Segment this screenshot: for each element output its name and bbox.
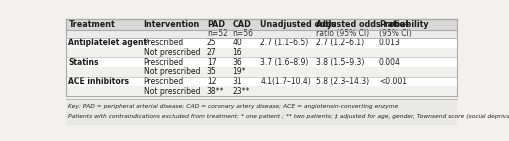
Text: n=56: n=56 [232, 29, 253, 38]
Text: Statins: Statins [68, 58, 99, 67]
Text: 2.7 (1.2–6.1): 2.7 (1.2–6.1) [315, 38, 363, 47]
Text: Treatment: Treatment [68, 20, 115, 29]
Text: 19*: 19* [232, 67, 245, 76]
Bar [66, 19, 456, 30]
Bar [66, 38, 456, 48]
Text: CAD: CAD [232, 20, 251, 29]
Text: Not prescribed: Not prescribed [144, 67, 200, 76]
Text: n=52: n=52 [207, 29, 227, 38]
Text: 16: 16 [232, 48, 242, 57]
Text: 4.1(1.7–10.4): 4.1(1.7–10.4) [260, 77, 310, 86]
Text: Prescribed: Prescribed [144, 77, 183, 86]
Text: 25: 25 [207, 38, 216, 47]
Text: 31: 31 [232, 77, 242, 86]
Text: Prescribed: Prescribed [144, 38, 183, 47]
Bar [66, 30, 456, 38]
Text: Prescribed: Prescribed [144, 58, 183, 67]
Text: Probability: Probability [378, 20, 428, 29]
Text: Patients with contraindications excluded from treatment: * one patient ; ** two : Patients with contraindications excluded… [68, 114, 509, 119]
Text: 36: 36 [232, 58, 242, 67]
Text: <0.001: <0.001 [378, 77, 406, 86]
Text: 35: 35 [207, 67, 216, 76]
Text: 5.8 (2.3–14.3): 5.8 (2.3–14.3) [315, 77, 368, 86]
Text: PAD: PAD [207, 20, 224, 29]
Text: Intervention: Intervention [144, 20, 200, 29]
Text: Adjusted odds ratio‡: Adjusted odds ratio‡ [315, 20, 408, 29]
Text: 0.013: 0.013 [378, 38, 400, 47]
Bar [66, 67, 456, 77]
Text: 27: 27 [207, 48, 216, 57]
Bar [66, 57, 456, 67]
Text: Unadjusted odds: Unadjusted odds [260, 20, 336, 29]
Text: 38**: 38** [207, 87, 224, 96]
Text: 17: 17 [207, 58, 216, 67]
Text: Not prescribed: Not prescribed [144, 48, 200, 57]
Text: 23**: 23** [232, 87, 249, 96]
Text: 40: 40 [232, 38, 242, 47]
Text: (95% CI): (95% CI) [378, 29, 411, 38]
Text: 0.004: 0.004 [378, 58, 400, 67]
Bar [66, 48, 456, 57]
Text: Not prescribed: Not prescribed [144, 87, 200, 96]
Bar [66, 86, 456, 96]
Text: ACE inhibitors: ACE inhibitors [68, 77, 129, 86]
Text: 3.7 (1.6–8.9): 3.7 (1.6–8.9) [260, 58, 308, 67]
Text: Antiplatelet agent: Antiplatelet agent [68, 38, 147, 47]
Text: 2.7 (1.1–6.5): 2.7 (1.1–6.5) [260, 38, 308, 47]
Text: ratio (95% CI): ratio (95% CI) [315, 29, 368, 38]
Bar [66, 77, 456, 86]
Bar [66, 99, 456, 125]
Text: Key: PAD = peripheral arterial disease; CAD = coronary artery disease; ACE = ang: Key: PAD = peripheral arterial disease; … [68, 104, 397, 109]
Text: 3.8 (1.5–9.3): 3.8 (1.5–9.3) [315, 58, 363, 67]
Text: 12: 12 [207, 77, 216, 86]
